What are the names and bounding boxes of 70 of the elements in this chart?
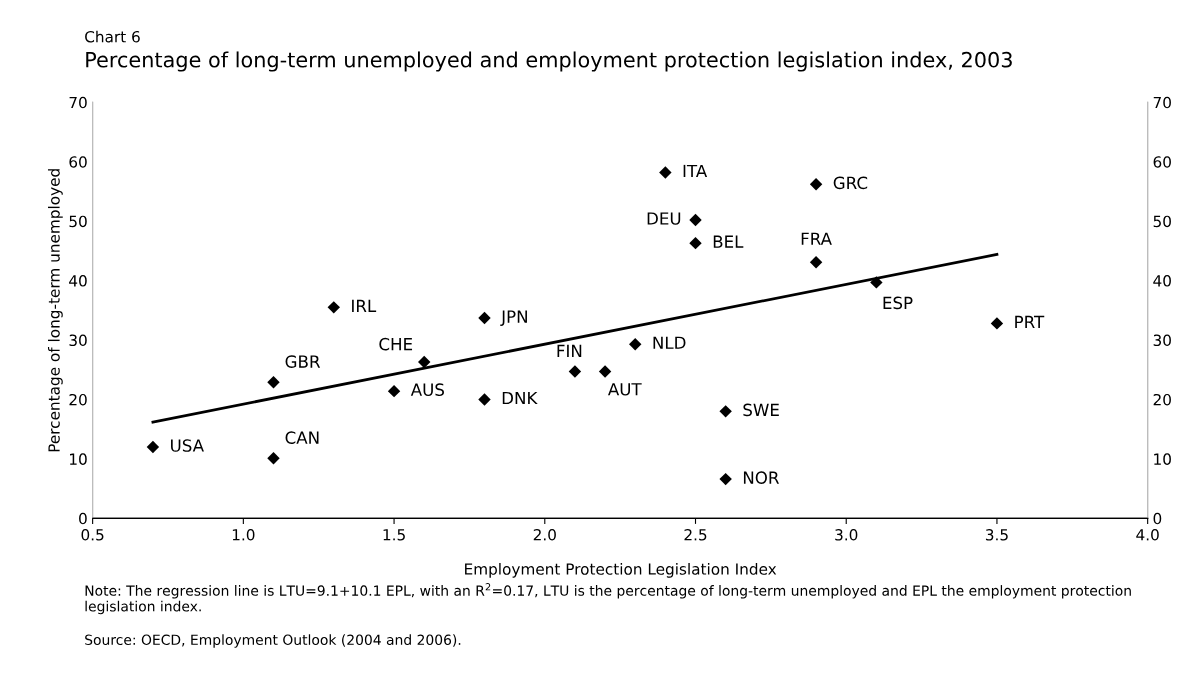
annotation: PRT (1015, 315, 1045, 328)
y-tick-label: 40 (69, 275, 87, 287)
caption: Chart 6 (85, 30, 140, 43)
point (659, 166, 672, 179)
y2-tick-label: 50 (1153, 215, 1171, 228)
y-tick-label: 30 (69, 334, 87, 347)
annotation: DNK (502, 391, 538, 405)
y2-tick-label: 0 (1153, 512, 1162, 525)
y2-tick-label: 70 (1153, 96, 1171, 109)
point (719, 472, 732, 486)
annotation: NLD (653, 336, 686, 349)
point (478, 393, 491, 406)
y2-tick-label: 60 (1153, 156, 1171, 168)
x-axis-title: Employment Protection Legislation Index (465, 562, 777, 578)
annotation: CHE (379, 337, 413, 351)
y-tick-label: 0 (79, 512, 87, 525)
annotation: GRC (833, 176, 868, 190)
point (809, 178, 823, 191)
annotation: ITA (683, 164, 708, 178)
point (689, 213, 702, 227)
point (990, 317, 1004, 330)
y2-tick-label: 10 (1154, 453, 1171, 465)
annotation: ESP (883, 296, 913, 310)
chart-title: Percentage of long-term unemployed and employment protection legislation index, 2003 (86, 51, 1012, 72)
point (478, 311, 491, 325)
point (598, 365, 612, 378)
annotation: IRL (352, 299, 377, 312)
annotation: DEU (647, 212, 681, 225)
annotation: BEL (713, 235, 744, 248)
point (689, 236, 702, 250)
annotation: CAN (285, 431, 319, 444)
x-tick-label: 0.5 (81, 529, 104, 541)
annotation: JPN (500, 310, 527, 326)
y-tick-label: 10 (70, 453, 87, 465)
point (568, 365, 582, 378)
x-tick-label: 1.5 (383, 529, 405, 541)
point (809, 255, 823, 269)
point (267, 376, 280, 389)
source-note: Source: OECD, Employment Outlook (2004 and 2006). (85, 634, 461, 648)
point (267, 452, 280, 465)
point (146, 440, 160, 454)
y2-tick-label: 30 (1153, 334, 1171, 347)
x-tick-label: 3.0 (835, 529, 858, 541)
point (719, 405, 732, 418)
x-tick-label: 4.0 (1136, 529, 1159, 541)
y2-tick-label: 40 (1153, 275, 1171, 287)
annotation: FRA (801, 232, 832, 245)
annotation: FIN (557, 344, 582, 357)
annotation: SWE (743, 403, 779, 417)
annotation: AUS (410, 383, 444, 396)
point (418, 355, 431, 369)
x-tick-label: 2.0 (533, 529, 556, 541)
x-tick-label: 2.5 (684, 529, 707, 541)
point (327, 301, 340, 314)
annotation: USA (171, 439, 204, 452)
y-tick-label: 20 (69, 393, 87, 406)
x-tick-label: 3.5 (985, 529, 1008, 541)
text: Note: The regression line is LTU=9.1+10.1 EPL, with an R$^{2}$=0.17, LTU is the percentage of long-term unemployed and EPL the employment protection legislation index. (85, 583, 1131, 615)
y2-tick-label: 20 (1153, 393, 1171, 406)
y-axis-title: Percentage of long-term unemployed (47, 169, 63, 452)
y-tick-label: 70 (69, 96, 87, 109)
point (629, 337, 642, 351)
annotation: AUT (607, 383, 642, 396)
annotation: GBR (285, 355, 321, 368)
annotation: NOR (743, 471, 779, 484)
point (387, 384, 401, 398)
point (870, 276, 883, 289)
y-tick-label: 50 (69, 215, 87, 228)
y-tick-label: 60 (69, 156, 87, 168)
x-tick-label: 1.0 (232, 529, 255, 541)
